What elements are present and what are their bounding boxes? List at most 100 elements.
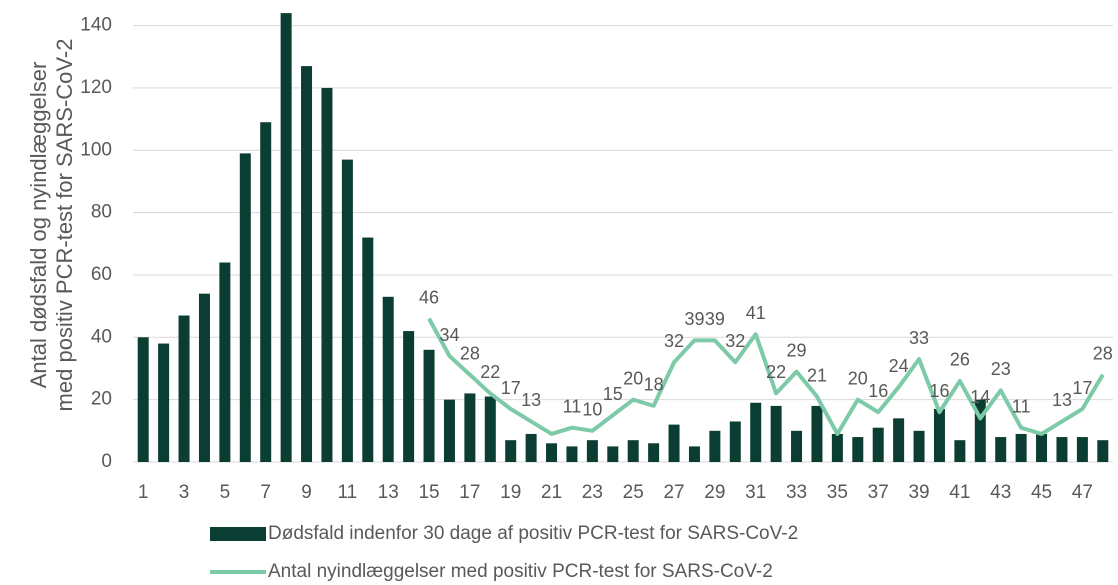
bar [750,402,762,462]
data-label: 20 [623,368,643,388]
bar [382,296,394,462]
x-tick-label: 27 [663,482,684,503]
data-label: 23 [991,359,1011,379]
y-tick-label: 60 [91,264,112,285]
bar [341,159,353,463]
x-tick-label: 39 [908,482,929,503]
bar [811,405,823,462]
data-label: 26 [950,350,970,370]
grid: 0 20 40 60 80 100 120 140 [80,15,1113,472]
y-tick-label: 140 [80,15,112,36]
data-label: 18 [644,375,664,395]
data-label: 10 [582,400,602,420]
x-tick-label: 9 [301,482,312,503]
data-label: 13 [521,390,541,410]
data-label: 20 [848,368,868,388]
y-tick-label: 0 [101,451,112,472]
bar [178,315,190,462]
bar [484,396,496,462]
bar [158,343,170,462]
bar [219,262,231,462]
bar [648,443,660,462]
x-tick-label: 17 [459,482,480,503]
bar [872,427,884,462]
bar [995,437,1007,462]
bar [1097,440,1109,462]
data-label: 22 [480,362,500,382]
x-tick-label: 23 [582,482,603,503]
bar [791,430,803,462]
data-label: 22 [766,362,786,382]
x-tick-label: 33 [786,482,807,503]
data-label: 39 [705,309,725,329]
data-label: 32 [664,331,684,351]
bar [525,433,537,462]
data-label: 13 [1052,390,1072,410]
legend-label: Antal nyindlæggelser med positiv PCR-tes… [268,561,773,582]
bar [1076,437,1088,462]
bar [627,440,639,462]
x-tick-label: 11 [338,482,358,503]
bar [709,430,721,462]
bar [546,443,558,462]
data-label: 15 [603,384,623,404]
x-tick-label: 21 [541,482,562,503]
bar [423,349,435,462]
bar [301,66,313,462]
labels: 1 3 5 7 9 11 13 15 17 19 21 23 25 27 29 31 33 35 37 39 41 43 4… [138,287,1113,582]
bar [566,446,578,462]
x-tick-label: 5 [220,482,231,503]
bar [403,331,415,462]
data-label: 28 [1093,343,1113,363]
bar [1015,433,1027,462]
data-label: 11 [563,396,582,416]
data-label: 11 [1012,396,1031,416]
bar [1056,437,1068,462]
x-tick-label: 13 [378,482,399,503]
bar [362,237,374,462]
bar [505,440,517,462]
bar [729,421,741,462]
x-tick-label: 3 [179,482,190,503]
bar [321,87,333,463]
data-label: 46 [419,287,439,307]
data-label: 33 [909,328,929,348]
x-tick-label: 7 [260,482,271,503]
bar [586,440,598,462]
bar [260,122,272,462]
data-label: 32 [725,331,745,351]
bar [1036,433,1048,462]
bar [770,405,782,462]
bar [852,437,864,462]
data-label: 28 [460,343,480,363]
bar [607,446,619,462]
data-label: 24 [889,356,909,376]
x-tick-label: 25 [623,482,644,503]
x-tick-label: 31 [745,482,766,503]
x-tick-label: 19 [500,482,521,503]
y-tick-label: 80 [91,202,112,223]
data-label: 41 [746,303,766,323]
data-label: 17 [1072,378,1092,398]
x-tick-label: 37 [868,482,889,503]
data-label: 34 [439,325,459,345]
data-label: 16 [929,381,949,401]
y-tick-label: 100 [80,139,112,160]
data-label: 17 [501,378,521,398]
bar [954,440,966,462]
y-axis-title: med positiv PCR-test for SARS-CoV-2 [52,39,77,412]
x-tick-label: 45 [1031,482,1052,503]
y-tick-label: 40 [91,326,112,347]
bar [831,433,843,462]
bar [933,409,945,462]
y-axis-title: Antal dødsfald og nyindlæggelser [26,62,51,389]
x-tick-label: 35 [827,482,848,503]
data-label: 29 [787,340,807,360]
line [427,317,1105,436]
bar [198,293,210,462]
bar [239,153,251,462]
x-tick-label: 15 [418,482,439,503]
x-tick-label: 1 [138,482,149,503]
data-label: 39 [684,309,704,329]
